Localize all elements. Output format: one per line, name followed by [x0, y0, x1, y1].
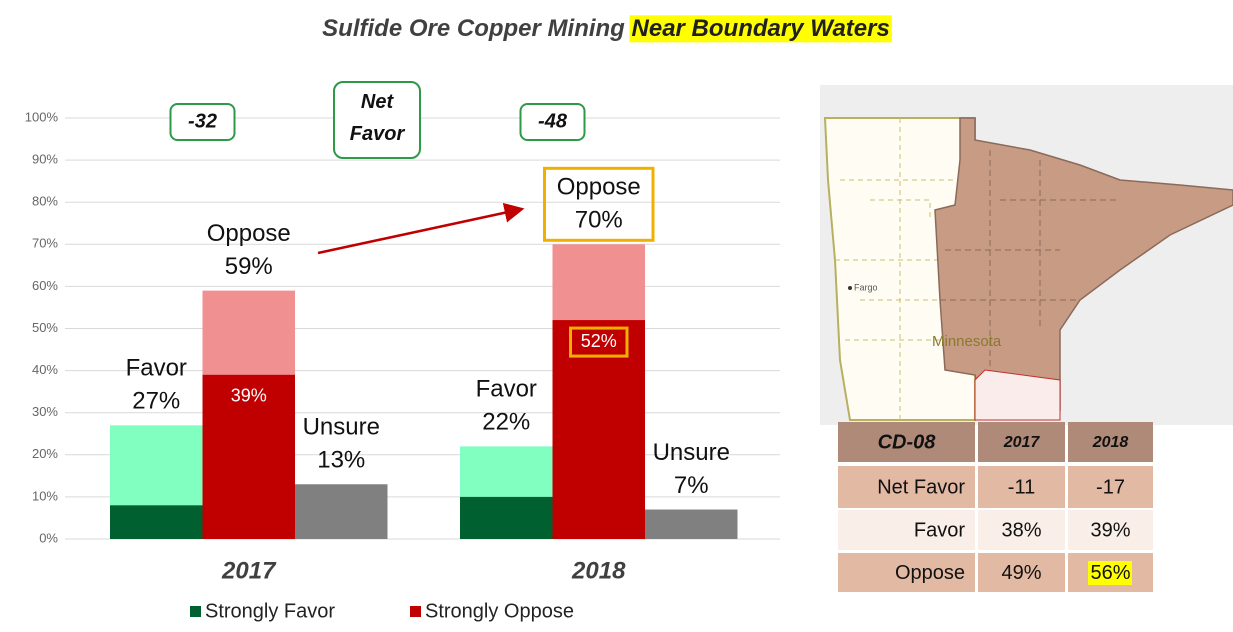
- table-cell: [838, 422, 975, 462]
- table-cell-text: 49%: [1001, 562, 1041, 584]
- y-tick-label: 10%: [32, 488, 58, 503]
- table-cell: [978, 422, 1065, 462]
- table-cell: [978, 553, 1065, 592]
- title-highlight: Near Boundary Waters: [632, 15, 890, 42]
- y-tick-label: 0%: [39, 530, 58, 545]
- table: CD-08 2017 2018 Net Favor -11 -17 Favor 38% 39% O…: [838, 422, 1153, 592]
- legend-swatch: [410, 606, 421, 617]
- table-cell-text: -11: [1008, 476, 1035, 498]
- table-cell: [978, 510, 1065, 550]
- net-favor-value: -48: [538, 110, 568, 132]
- net-favor-value: -32: [188, 110, 217, 132]
- table-cell-text: Net Favor: [877, 476, 965, 498]
- bar-strong: [110, 505, 203, 539]
- map-district-lines: [940, 150, 1120, 400]
- net-favor-box: [169, 103, 236, 141]
- y-tick-label: 30%: [32, 404, 58, 419]
- y-tick-label: 80%: [32, 194, 58, 209]
- map-state-label: Minnesota: [932, 333, 1002, 350]
- map-metro: [974, 369, 1061, 421]
- legend-swatch: [190, 606, 201, 617]
- table-cell: [838, 466, 975, 508]
- map-city-dot: [848, 286, 852, 290]
- map: Fargo Minnesota: [820, 85, 1233, 425]
- bar-value-label: 59%: [225, 253, 273, 280]
- title-main: Sulfide Ore Copper Mining: [322, 15, 625, 42]
- table-cell: [838, 553, 975, 592]
- bar-value-label: 13%: [317, 447, 365, 474]
- legend-label: Strongly Oppose: [425, 600, 574, 622]
- table-cell-text: 39%: [1090, 519, 1130, 541]
- bar-group-label: Favor: [476, 376, 537, 403]
- y-tick-label: 20%: [32, 446, 58, 461]
- table-cell: [1068, 422, 1153, 462]
- bar-group-label: Unsure: [303, 414, 380, 441]
- cell-highlight: [1088, 561, 1132, 585]
- table-cell-text: 56%: [1090, 562, 1130, 584]
- table-cell-text: 38%: [1001, 519, 1041, 541]
- bar-value-label: 27%: [132, 388, 180, 415]
- table-cell-text: Oppose: [895, 562, 965, 584]
- bar-value-label: 70%: [575, 207, 623, 234]
- title-highlight-bg: [629, 15, 892, 43]
- trend-arrow: [317, 202, 525, 255]
- table-cell: [1068, 510, 1153, 550]
- table-cell: [838, 510, 975, 550]
- bar-strong: [552, 320, 645, 539]
- bar-group-label: Oppose: [557, 174, 641, 201]
- net-favor-label: Net Favor: [350, 91, 406, 145]
- bar-value-label: 22%: [482, 409, 530, 436]
- table-header: 2018: [1092, 434, 1129, 451]
- bar: [295, 484, 388, 539]
- y-tick-label: 60%: [32, 278, 58, 293]
- bar-strong: [460, 496, 553, 539]
- map-district: [934, 117, 1233, 411]
- legend-label: Strongly Favor: [205, 600, 335, 622]
- x-tick-label: 2017: [221, 557, 277, 584]
- bar-group-label: Oppose: [207, 220, 291, 247]
- table-cell: [978, 466, 1065, 508]
- bar-strong-label: 52%: [581, 331, 617, 351]
- highlight-box: [569, 326, 629, 358]
- chart-title: Sulfide Ore Copper Mining Near Boundary …: [322, 15, 890, 42]
- map-city-label: Fargo: [854, 282, 878, 292]
- bar-strong-label: 39%: [231, 386, 267, 406]
- y-tick-label: 50%: [32, 320, 58, 335]
- net-favor-label-box: [333, 81, 421, 159]
- bar-value-label: 7%: [674, 472, 709, 499]
- y-tick-label: 40%: [32, 362, 58, 377]
- bar-strong: [202, 374, 295, 539]
- table-cell-text: -17: [1096, 476, 1125, 498]
- net-favor-box: [519, 103, 586, 141]
- y-tick-label: 90%: [32, 152, 58, 167]
- y-tick-label: 100%: [25, 109, 59, 124]
- bar-group-label: Favor: [126, 355, 187, 382]
- table-cell-text: Favor: [914, 519, 965, 541]
- table-header: CD-08: [878, 431, 937, 453]
- table-cell: [1068, 466, 1153, 508]
- x-tick-label: 2018: [571, 557, 626, 584]
- table-header: 2017: [1003, 434, 1041, 451]
- map-county-lines: [835, 118, 975, 420]
- bar-group-label: Unsure: [653, 439, 730, 466]
- highlight-box: [543, 166, 655, 242]
- bar: [645, 509, 738, 539]
- y-tick-label: 70%: [32, 236, 58, 251]
